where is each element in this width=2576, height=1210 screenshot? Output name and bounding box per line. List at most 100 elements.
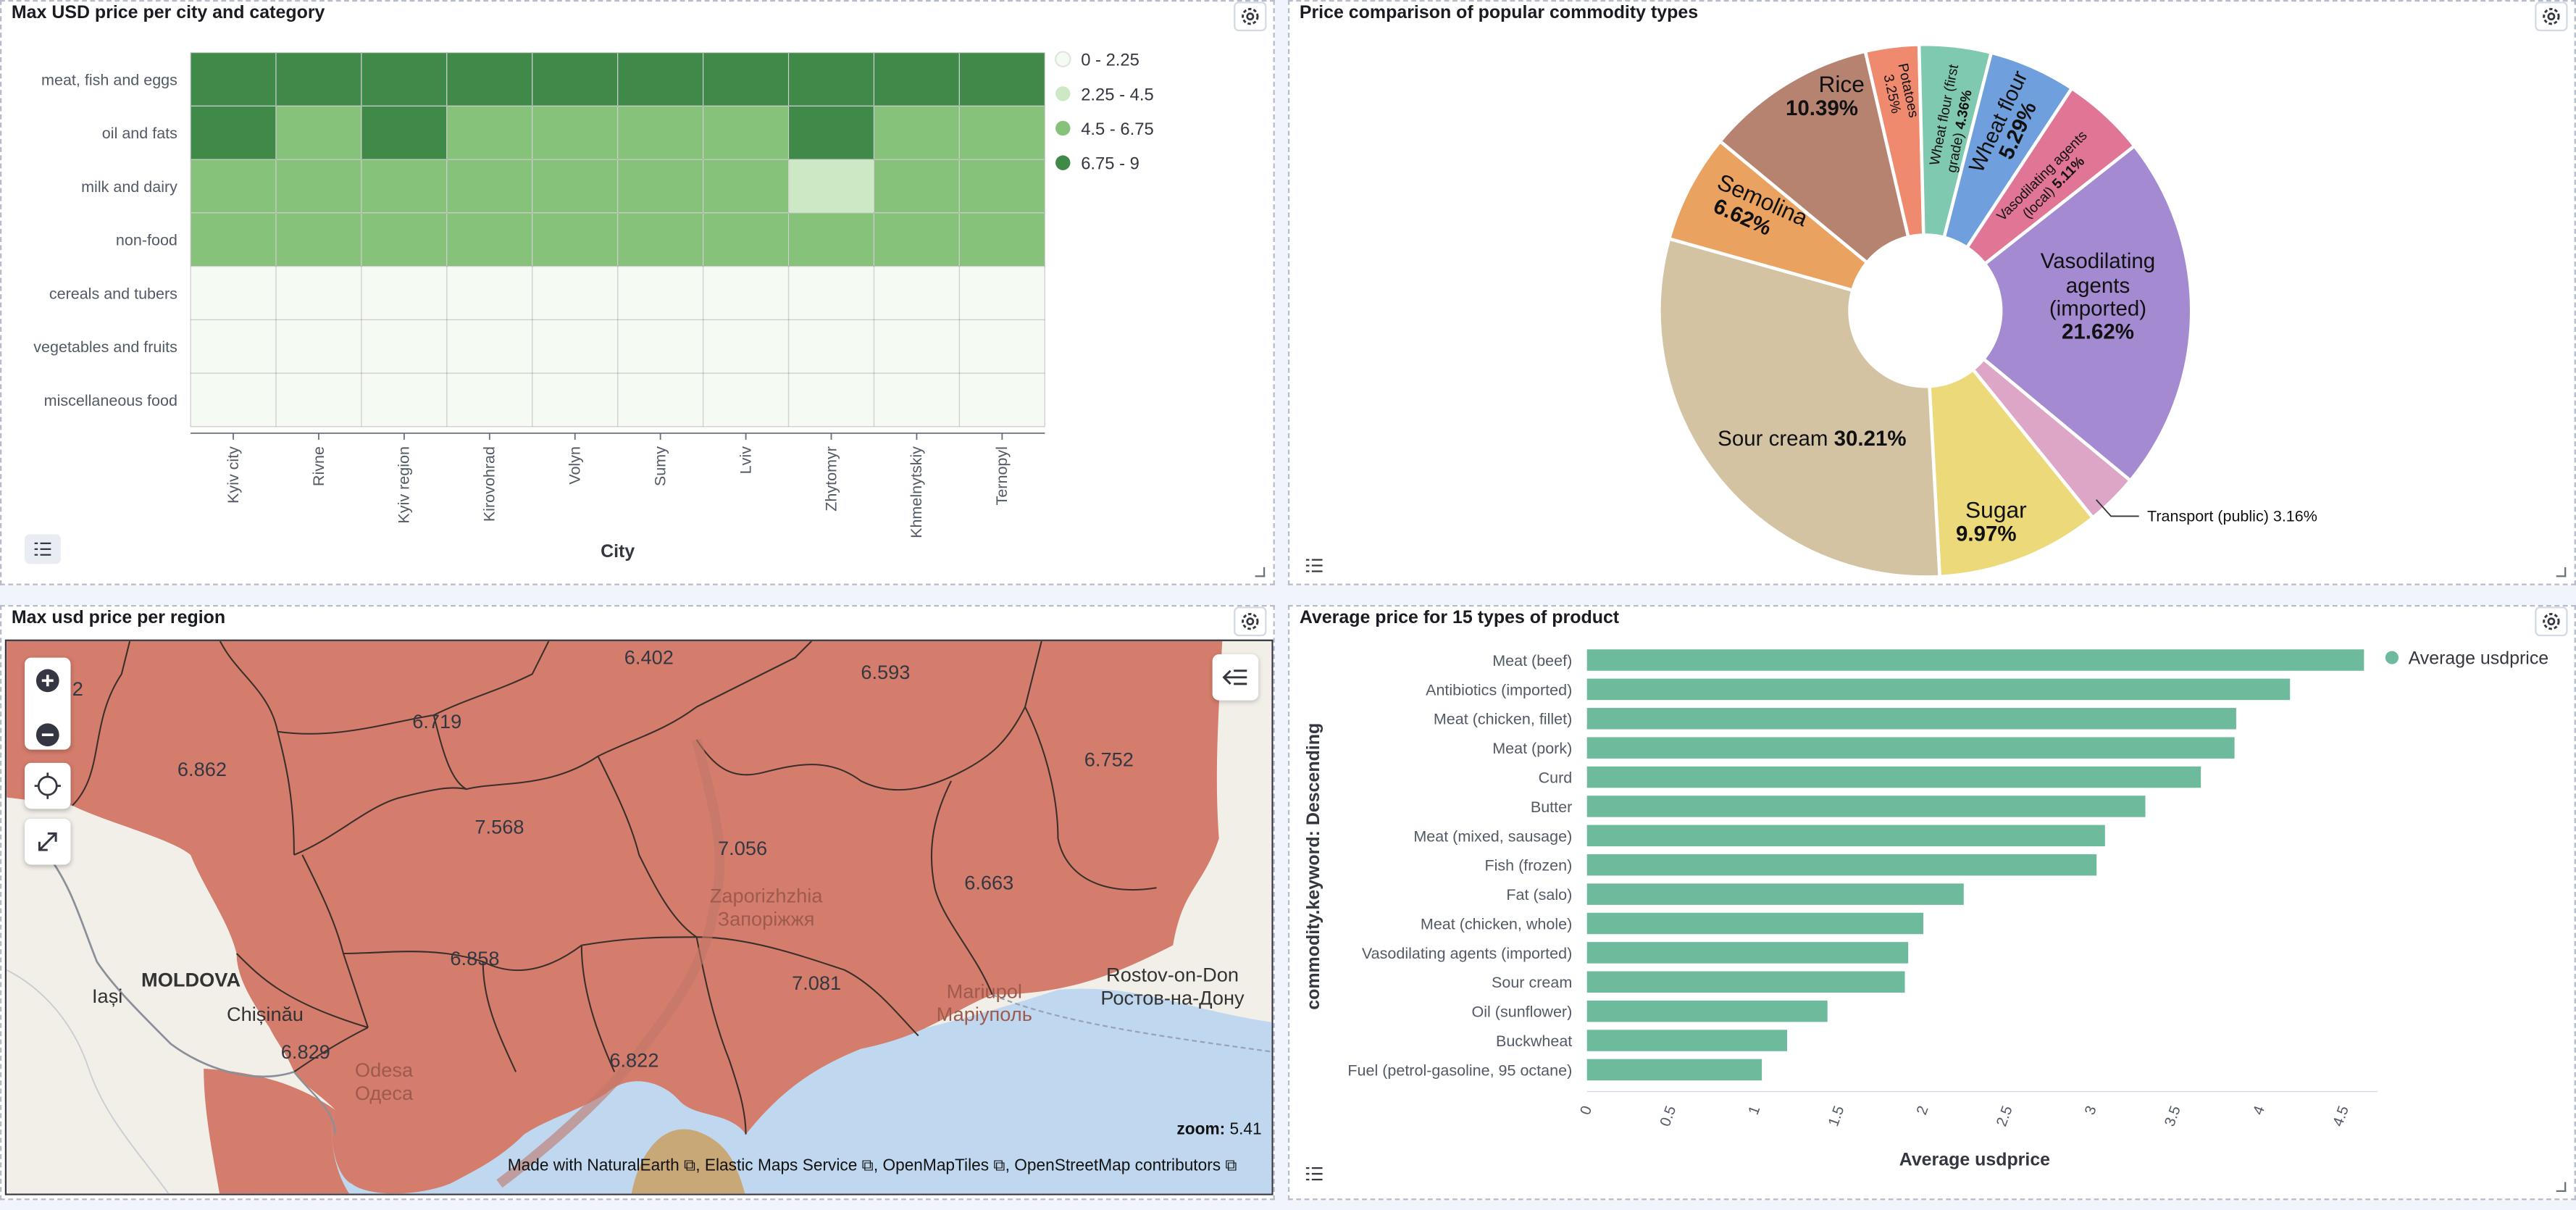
heatmap-cell[interactable]: [446, 159, 533, 214]
attribution-link[interactable]: OpenStreetMap contributors: [1014, 1157, 1221, 1176]
heatmap-cell[interactable]: [446, 105, 533, 160]
map-canvas[interactable]: 6.402 6.593 6.719 6.862 6.752 7.568 7.05…: [4, 639, 1274, 1196]
heatmap-cell[interactable]: [190, 319, 277, 374]
heatmap-cell[interactable]: [275, 52, 362, 107]
heatmap-cell[interactable]: [873, 266, 960, 320]
bar[interactable]: [1586, 1000, 1828, 1022]
legend-label[interactable]: 0 - 2.25: [1081, 51, 1139, 70]
legend-toggle-button[interactable]: [25, 534, 61, 564]
heatmap-cell[interactable]: [446, 372, 533, 427]
pie-slice[interactable]: [1923, 143, 2194, 483]
heatmap-cell[interactable]: [958, 266, 1045, 320]
heatmap-cell[interactable]: [787, 52, 875, 107]
heatmap-cell[interactable]: [190, 105, 277, 160]
bar[interactable]: [1586, 912, 1924, 935]
heatmap-cell[interactable]: [275, 212, 362, 267]
heatmap-cell[interactable]: [446, 319, 533, 374]
heatmap-cell[interactable]: [275, 266, 362, 320]
heatmap-cell[interactable]: [958, 372, 1045, 427]
heatmap-cell[interactable]: [617, 212, 704, 267]
heatmap-cell[interactable]: [958, 105, 1045, 160]
heatmap-cell[interactable]: [532, 105, 619, 160]
bar[interactable]: [1586, 854, 2097, 876]
bar[interactable]: [1586, 1059, 1762, 1081]
heatmap-cell[interactable]: [532, 212, 619, 267]
bar[interactable]: [1586, 649, 2364, 671]
zoom-out-icon[interactable]: [25, 712, 70, 758]
pie-slice[interactable]: [1718, 49, 1928, 315]
heatmap-cell[interactable]: [703, 319, 790, 374]
bar[interactable]: [1586, 766, 2201, 788]
heatmap-cell[interactable]: [361, 372, 448, 427]
heatmap-cell[interactable]: [190, 266, 277, 320]
heatmap-cell[interactable]: [532, 159, 619, 214]
heatmap-cell[interactable]: [361, 105, 448, 160]
bar-options-button[interactable]: [2535, 606, 2568, 637]
heatmap-cell[interactable]: [617, 372, 704, 427]
attribution-link[interactable]: OpenMapTiles: [882, 1157, 990, 1176]
heatmap-cell[interactable]: [703, 212, 790, 267]
heatmap-cell[interactable]: [361, 52, 448, 107]
heatmap-cell[interactable]: [958, 212, 1045, 267]
bar[interactable]: [1586, 883, 1964, 905]
legend-label[interactable]: 4.5 - 6.75: [1081, 120, 1154, 139]
heatmap-cell[interactable]: [703, 266, 790, 320]
heatmap-cell[interactable]: [703, 159, 790, 214]
bar[interactable]: [1586, 737, 2235, 759]
legend-label[interactable]: Average usdprice: [2409, 648, 2549, 669]
legend-toggle-button[interactable]: [1296, 1159, 1332, 1189]
heatmap-cell[interactable]: [617, 105, 704, 160]
heatmap-cell[interactable]: [190, 159, 277, 214]
pie-slice[interactable]: [1923, 305, 2096, 579]
map-options-button[interactable]: [1234, 606, 1267, 637]
zoom-in-button[interactable]: [25, 657, 71, 750]
heatmap-cell[interactable]: [703, 105, 790, 160]
heatmap-cell[interactable]: [703, 372, 790, 427]
legend-label[interactable]: 6.75 - 9: [1081, 154, 1139, 174]
heatmap-cell[interactable]: [617, 159, 704, 214]
heatmap-cell[interactable]: [787, 159, 875, 214]
heatmap-cell[interactable]: [703, 52, 790, 107]
fit-to-data-button[interactable]: [25, 762, 71, 809]
heatmap-cell[interactable]: [787, 266, 875, 320]
legend-toggle-button[interactable]: [1296, 551, 1332, 580]
layer-control-button[interactable]: [1212, 654, 1259, 701]
fullscreen-button[interactable]: [25, 818, 71, 865]
heatmap-cell[interactable]: [446, 52, 533, 107]
resize-handle[interactable]: [2556, 1182, 2567, 1193]
heatmap-cell[interactable]: [190, 212, 277, 267]
pie-options-button[interactable]: [2535, 1, 2568, 32]
attribution-link[interactable]: Elastic Maps Service: [704, 1157, 858, 1176]
heatmap-cell[interactable]: [532, 52, 619, 107]
heatmap-cell[interactable]: [532, 319, 619, 374]
heatmap-cell[interactable]: [873, 319, 960, 374]
bar[interactable]: [1586, 942, 1909, 964]
heatmap-cell[interactable]: [275, 372, 362, 427]
heatmap-cell[interactable]: [190, 372, 277, 427]
attribution-link[interactable]: Made with NaturalEarth: [507, 1157, 679, 1176]
bar[interactable]: [1586, 825, 2105, 847]
resize-handle[interactable]: [2556, 567, 2567, 577]
heatmap-cell[interactable]: [617, 266, 704, 320]
resize-handle[interactable]: [1255, 567, 1266, 577]
heatmap-cell[interactable]: [275, 319, 362, 374]
bar[interactable]: [1586, 971, 1905, 993]
heatmap-cell[interactable]: [617, 319, 704, 374]
bar[interactable]: [1586, 708, 2236, 730]
heatmap-cell[interactable]: [361, 159, 448, 214]
heatmap-cell[interactable]: [787, 105, 875, 160]
heatmap-cell[interactable]: [787, 319, 875, 374]
heatmap-cell[interactable]: [873, 52, 960, 107]
heatmap-cell[interactable]: [958, 52, 1045, 107]
heatmap-cell[interactable]: [873, 372, 960, 427]
legend-label[interactable]: 2.25 - 4.5: [1081, 85, 1154, 104]
heatmap-cell[interactable]: [787, 212, 875, 267]
heatmap-cell[interactable]: [275, 105, 362, 160]
heatmap-cell[interactable]: [873, 159, 960, 214]
heatmap-cell[interactable]: [446, 212, 533, 267]
bar[interactable]: [1586, 796, 2146, 817]
heatmap-cell[interactable]: [873, 212, 960, 267]
heatmap-cell[interactable]: [361, 266, 448, 320]
heatmap-cell[interactable]: [532, 266, 619, 320]
bar[interactable]: [1586, 678, 2291, 701]
